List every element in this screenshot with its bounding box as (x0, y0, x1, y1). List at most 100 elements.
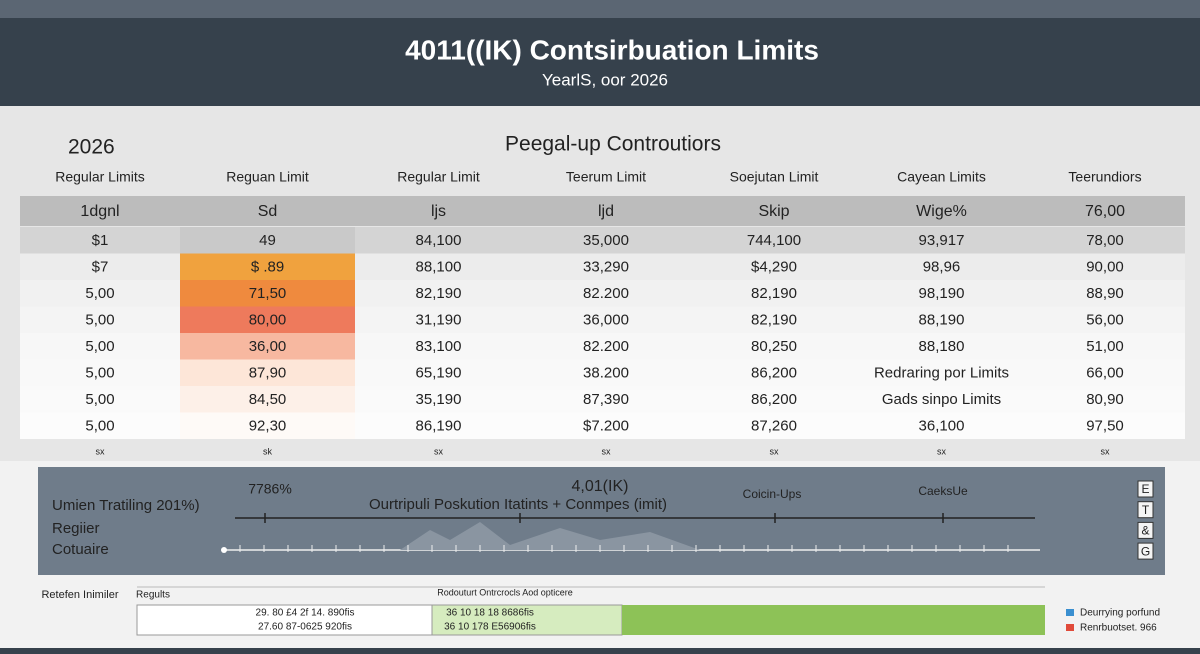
cell: 38.200 (583, 365, 629, 382)
key-box (1137, 521, 1154, 539)
timeline-label: Cotuaire (52, 541, 109, 558)
column-header: Regular Limits (55, 169, 144, 185)
highlight-cell (180, 280, 355, 307)
key-label: E (1141, 482, 1149, 496)
cell: 80,250 (751, 338, 797, 355)
cell: Redraring por Limits (874, 365, 1009, 382)
cell: 88,100 (416, 259, 462, 276)
footer-cell: sx (602, 446, 612, 456)
legend-swatch (1066, 624, 1074, 631)
cell: 78,00 (1086, 232, 1124, 249)
cell: 82.200 (583, 285, 629, 302)
cell: 36,000 (583, 312, 629, 329)
highlight-cell (180, 412, 355, 439)
cell: 87,260 (751, 418, 797, 435)
bar-text: 36 10 18 18 8686fis (446, 608, 534, 619)
cell: 35,190 (416, 391, 462, 408)
cell: Gads sinpo Limits (882, 391, 1001, 408)
cell: 744,100 (747, 232, 801, 249)
cell: 98,96 (923, 259, 961, 276)
header-bar (0, 18, 1200, 106)
title: 4011((IK) Contsirbuation Limits (405, 34, 819, 65)
column-header: Reguan Limit (226, 169, 309, 185)
cell: 86,190 (416, 418, 462, 435)
highlight-cell (180, 333, 355, 360)
cell: 36,100 (919, 418, 965, 435)
legend-text: Renrbuotset. 966 (1080, 623, 1157, 634)
cell: 5,00 (85, 338, 114, 355)
timeline-pct: 7786% (248, 481, 292, 497)
bottom-strip (0, 648, 1200, 654)
header-cell: Wige% (916, 203, 967, 220)
cell: 88,190 (919, 312, 965, 329)
highlight-cell (180, 227, 355, 254)
subtitle: YearlS, oor 2026 (542, 70, 668, 89)
cell: 90,00 (1086, 259, 1124, 276)
cell: 36,00 (249, 338, 287, 355)
cell: 82,190 (416, 285, 462, 302)
legend-swatch (1066, 609, 1074, 616)
cell: 49 (259, 232, 276, 249)
cell: 93,917 (919, 232, 965, 249)
bar-left (136, 604, 433, 636)
bar-right (622, 605, 1045, 635)
cell: 51,00 (1086, 338, 1124, 355)
column-header: Teerum Limit (566, 169, 646, 185)
key-label: G (1141, 544, 1150, 558)
timeline-mark: CaeksUe (918, 484, 968, 498)
footer-cell: sx (1101, 446, 1111, 456)
key-box (1137, 542, 1154, 560)
legend-text: Deurrying porfund (1080, 608, 1160, 619)
timeline-title: 4,01(IK) (572, 478, 629, 495)
highlight-cell (180, 306, 355, 333)
bar-text: 36 10 178 E56906fis (444, 622, 536, 633)
cell: 88,180 (919, 338, 965, 355)
cell: 80,90 (1086, 391, 1124, 408)
bar-text: 27.60 87-0625 920fis (258, 622, 352, 633)
timeline-label: Regiier (52, 520, 100, 537)
cell: 5,00 (85, 312, 114, 329)
key-box (1137, 480, 1154, 498)
cell: 97,50 (1086, 418, 1124, 435)
cell: 83,100 (416, 338, 462, 355)
cell: 84,50 (249, 391, 287, 408)
year: 2026 (68, 136, 115, 159)
key-label: T (1142, 503, 1150, 517)
column-header: Cayean Limits (897, 169, 986, 185)
cell: 87,90 (249, 365, 287, 382)
header-cell: 1dgnl (80, 203, 119, 220)
cell: 86,200 (751, 391, 797, 408)
cell: $4,290 (751, 259, 797, 276)
bar-mid (431, 604, 623, 636)
cell: 98,190 (919, 285, 965, 302)
timeline-panel (38, 467, 1165, 575)
timeline-label: Umien Tratiling 201%) (52, 497, 200, 514)
cell: 31,190 (416, 312, 462, 329)
cell: 84,100 (416, 232, 462, 249)
top-strip (0, 0, 1200, 18)
column-header: Regular Limit (397, 169, 480, 185)
cell: 5,00 (85, 391, 114, 408)
section-title: Peegal-up Controutiors (505, 133, 721, 156)
cell: 82,190 (751, 312, 797, 329)
bar-text: 29. 80 £4 2f 14. 890fis (256, 608, 355, 619)
column-header: Teerundiors (1068, 169, 1141, 185)
bottom-results: Regults (136, 590, 170, 601)
timeline-subtitle: Ourtripuli Poskution Itatints + Conmpes … (369, 496, 667, 513)
header-cell: 76,00 (1085, 203, 1125, 220)
cell: 92,30 (249, 418, 287, 435)
header-cell: ljd (598, 203, 614, 220)
header-cell: Skip (758, 203, 789, 220)
timeline-area (400, 522, 700, 550)
header-cell: ljs (431, 203, 446, 220)
footer-cell: sx (770, 446, 780, 456)
cell: 88,90 (1086, 285, 1124, 302)
bottom-section: Rodouturt Ontrcrocls Aod opticere (437, 587, 573, 597)
bottom-label: Retefen Inimiler (41, 589, 118, 601)
cell: $7 (92, 259, 109, 276)
cell: 5,00 (85, 418, 114, 435)
highlight-cell (180, 359, 355, 386)
footer-cell: sx (937, 446, 947, 456)
header-row (20, 196, 1185, 226)
